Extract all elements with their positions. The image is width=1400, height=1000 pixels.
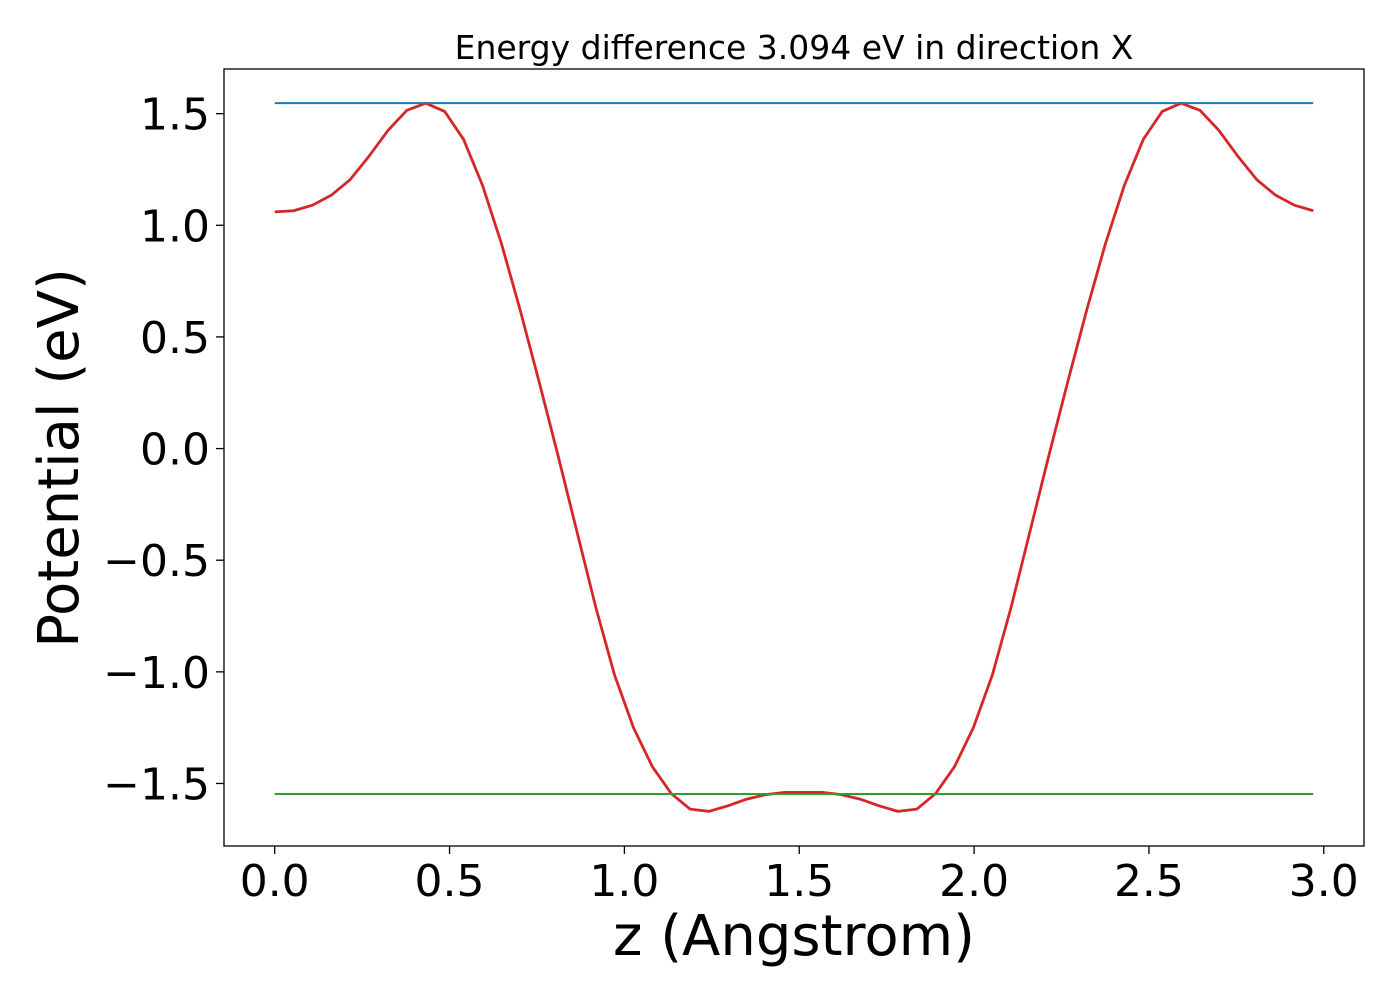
x-axis-ticks: 0.0 0.5 1.0 1.5 2.0 2.5 3.0 xyxy=(240,846,1359,907)
y-tick-label: 0.0 xyxy=(140,425,210,476)
x-tick-label: 1.5 xyxy=(764,856,834,907)
plot-frame xyxy=(223,68,1365,847)
y-tick-label: 1.5 xyxy=(140,90,210,141)
y-tick-label: −1.0 xyxy=(103,648,210,699)
y-axis-label: Potential (eV) xyxy=(27,268,92,648)
chart-title: Energy difference 3.094 eV in direction … xyxy=(455,28,1134,67)
potential-line xyxy=(274,101,1314,813)
y-axis-ticks: 1.5 1.0 0.5 0.0 −0.5 −1.0 −1.5 xyxy=(103,90,224,810)
x-axis-label: z (Angstrom) xyxy=(613,904,975,969)
x-tick-label: 2.0 xyxy=(939,856,1009,907)
x-tick-label: 1.0 xyxy=(589,856,659,907)
plot-lines xyxy=(274,101,1314,813)
y-tick-label: 1.0 xyxy=(140,201,210,252)
x-tick-label: 2.5 xyxy=(1114,856,1184,907)
x-tick-label: 0.5 xyxy=(415,856,485,907)
y-tick-label: −0.5 xyxy=(103,536,210,587)
y-tick-label: −1.5 xyxy=(103,759,210,810)
y-tick-label: 0.5 xyxy=(140,313,210,364)
x-tick-label: 3.0 xyxy=(1289,856,1359,907)
x-tick-label: 0.0 xyxy=(240,856,310,907)
